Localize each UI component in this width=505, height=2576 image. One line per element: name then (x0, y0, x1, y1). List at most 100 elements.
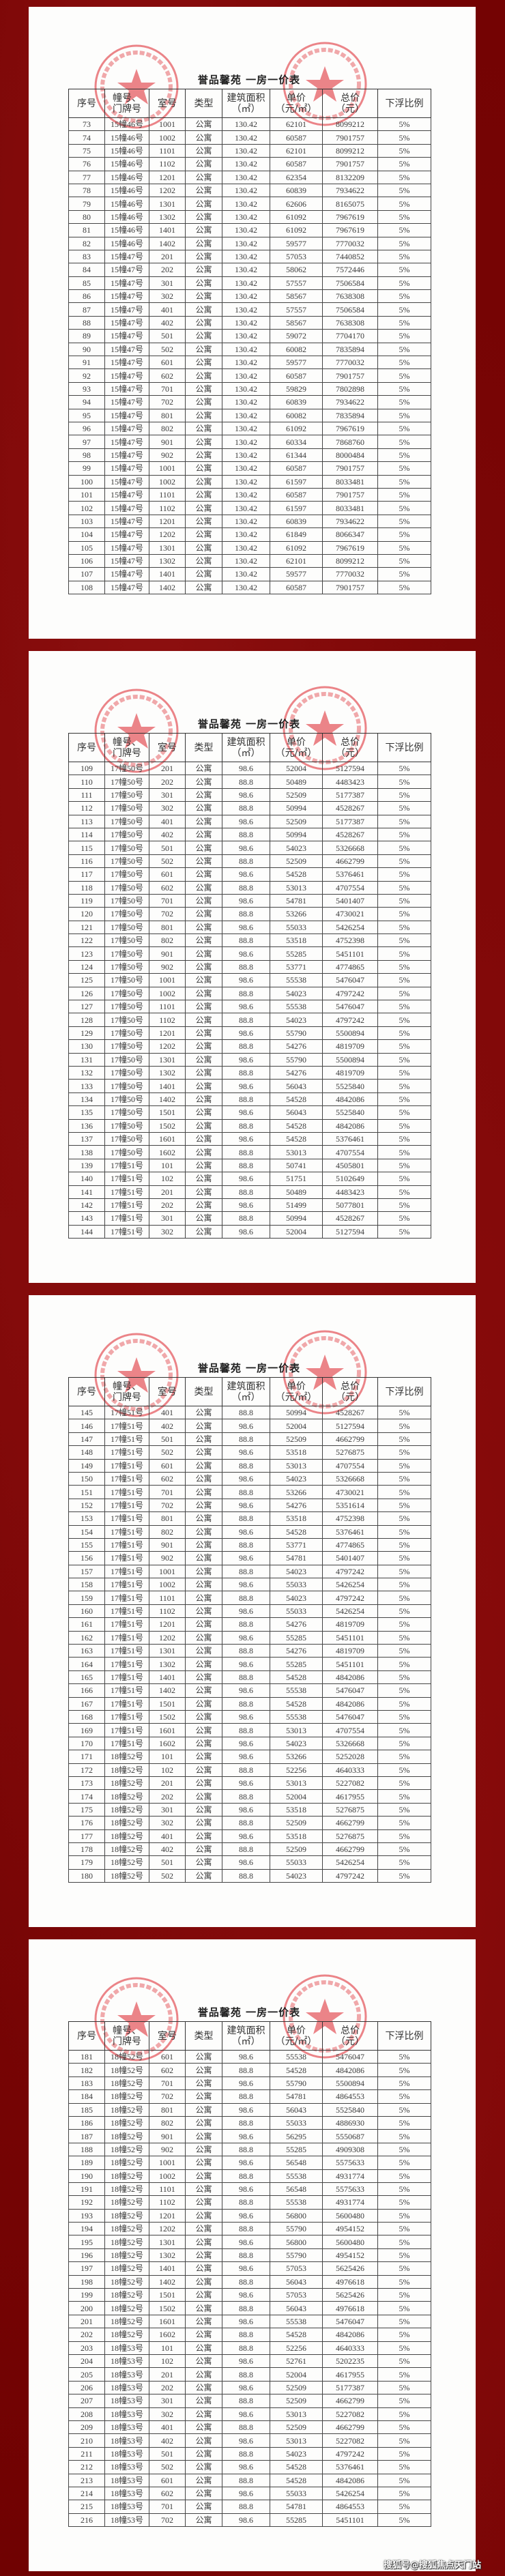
table-cell: 4707554 (322, 1145, 378, 1159)
table-cell: 7967619 (322, 540, 378, 555)
table-cell: 5575633 (322, 2156, 378, 2170)
table-cell: 502 (149, 2460, 186, 2474)
table-cell: 公寓 (185, 814, 222, 828)
table-cell: 4819709 (322, 1644, 378, 1658)
table-cell: 130.42 (222, 368, 270, 383)
table-cell: 88.8 (222, 827, 270, 842)
table-cell: 1301 (149, 2235, 186, 2249)
table-row: 103 15幢47号 1201 公寓 130.42 60839 7934622 5% (68, 514, 431, 529)
table-cell: 18幢52号 (104, 2142, 149, 2157)
table-cell: 130.42 (222, 315, 270, 330)
table-cell: 1101 (149, 2182, 186, 2197)
table-cell: 88.8 (222, 775, 270, 789)
table-cell: 54276 (270, 1617, 323, 1632)
table-cell: 701 (149, 893, 186, 908)
table-cell: 402 (149, 2433, 186, 2448)
table-cell: 1601 (149, 1723, 186, 1737)
table-cell: 5426254 (322, 1604, 378, 1619)
table-cell: 18幢52号 (104, 2076, 149, 2091)
table-cell: 公寓 (185, 2063, 222, 2077)
table-cell: 5% (377, 435, 431, 449)
table-cell: 17幢51号 (104, 1670, 149, 1685)
table-cell: 98.6 (222, 1419, 270, 1433)
table-cell: 4483423 (322, 1185, 378, 1199)
table-cell: 214 (68, 2486, 105, 2501)
table-cell: 15幢47号 (104, 474, 149, 489)
table-cell: 17幢51号 (104, 1471, 149, 1486)
table-cell: 98.6 (222, 2182, 270, 2197)
table-cell: 88.8 (222, 1617, 270, 1632)
table-cell: 148 (68, 1445, 105, 1460)
table-cell: 53771 (270, 959, 323, 974)
table-cell: 98.6 (222, 920, 270, 935)
table-cell: 54528 (270, 1118, 323, 1133)
table-cell: 15幢47号 (104, 421, 149, 436)
price-list-page: 誉品馨苑 一房一价表 序号 幢号、 门牌号 室号 类型 建筑面积 （㎡） 单价 （元/㎡）总… (29, 651, 476, 1283)
table-cell: 1602 (149, 2328, 186, 2342)
table-cell: 128 (68, 1013, 105, 1027)
table-cell: 198 (68, 2274, 105, 2289)
table-row: 75 15幢46号 1101 公寓 130.42 62101 8099212 5% (68, 143, 431, 158)
table-row: 113 17幢50号 401 公寓 98.6 52509 5177387 5% (68, 814, 431, 828)
table-cell: 50994 (270, 801, 323, 815)
table-cell: 160 (68, 1604, 105, 1619)
table-cell: 5% (377, 775, 431, 789)
table-cell: 5% (377, 1578, 431, 1592)
table-cell: 5% (377, 461, 431, 476)
table-cell: 公寓 (185, 315, 222, 330)
table-cell: 54528 (270, 867, 323, 882)
table-cell: 公寓 (185, 2500, 222, 2514)
table-cell: 5451101 (322, 2513, 378, 2528)
table-cell: 18幢52号 (104, 1829, 149, 1843)
table-cell: 1202 (149, 1630, 186, 1645)
table-cell: 5% (377, 130, 431, 145)
table-row: 171 18幢52号 101 公寓 98.6 53266 5252028 5% (68, 1750, 431, 1764)
table-cell: 97 (68, 435, 105, 449)
table-cell: 402 (149, 1419, 186, 1433)
table-cell: 138 (68, 1145, 105, 1159)
table-cell: 15幢47号 (104, 276, 149, 291)
table-cell: 公寓 (185, 1816, 222, 1830)
table-cell: 5500894 (322, 1052, 378, 1067)
table-cell: 公寓 (185, 2248, 222, 2263)
table-row: 83 15幢47号 201 公寓 130.42 57053 7440852 5% (68, 249, 431, 264)
table-cell: 77 (68, 170, 105, 184)
table-cell: 53518 (270, 1829, 323, 1843)
table-cell: 1001 (149, 2156, 186, 2170)
table-row: 163 17幢51号 1301 公寓 88.8 54276 4819709 5% (68, 1644, 431, 1658)
table-cell: 136 (68, 1118, 105, 1133)
table-header-row: 序号 幢号、 门牌号 室号 类型 建筑面积 （㎡） 单价 （元/㎡） 总价 （元） 下浮比例 (68, 733, 431, 762)
table-cell: 130.42 (222, 223, 270, 237)
table-cell: 50489 (270, 775, 323, 789)
table-row: 211 18幢53号 501 公寓 88.8 54023 4797242 5% (68, 2446, 431, 2461)
table-cell: 901 (149, 1537, 186, 1552)
table-cell: 153 (68, 1511, 105, 1526)
table-header-row: 序号 幢号、 门牌号 室号 类型 建筑面积 （㎡） 单价 （元/㎡） 总价 （元） 下浮比例 (68, 2021, 431, 2051)
table-cell: 5% (377, 2235, 431, 2249)
table-cell: 15幢47号 (104, 501, 149, 515)
table-cell: 52004 (270, 1419, 323, 1433)
table-cell: 88.8 (222, 801, 270, 815)
table-cell: 106 (68, 553, 105, 568)
table-cell: 5% (377, 276, 431, 291)
table-cell: 1301 (149, 1052, 186, 1067)
table-row: 160 17幢51号 1102 公寓 98.6 55033 5426254 5% (68, 1604, 431, 1619)
table-cell: 公寓 (185, 2380, 222, 2395)
table-cell: 102 (149, 1763, 186, 1777)
table-cell: 7967619 (322, 209, 378, 225)
table-cell: 公寓 (185, 1105, 222, 1120)
table-cell: 5% (377, 1564, 431, 1579)
table-cell: 126 (68, 986, 105, 1001)
table-cell: 4528267 (322, 1211, 378, 1226)
table-cell: 60587 (270, 130, 323, 145)
table-cell: 101 (149, 2341, 186, 2355)
table-cell: 501 (149, 2446, 186, 2461)
table-cell: 5% (377, 1789, 431, 1804)
table-cell: 88.8 (222, 1118, 270, 1133)
table-cell: 188 (68, 2142, 105, 2157)
column-header: 序号 (68, 733, 105, 762)
table-cell: 130.42 (222, 143, 270, 158)
table-cell: 55033 (270, 2115, 323, 2130)
table-cell: 公寓 (185, 170, 222, 184)
table-cell: 130.42 (222, 395, 270, 409)
